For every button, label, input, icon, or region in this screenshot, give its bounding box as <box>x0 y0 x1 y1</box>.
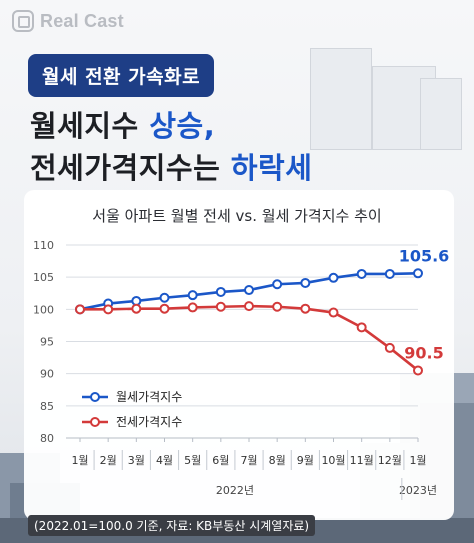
headline: 월세지수 상승, 전세가격지수는 하락세 <box>30 105 312 189</box>
headline-line1-accent: 상승, <box>149 109 216 143</box>
x-tick-label: 8월 <box>269 454 286 467</box>
x-tick-label: 3월 <box>128 454 145 467</box>
legend-marker <box>90 392 100 402</box>
x-tick-label: 5월 <box>184 454 201 467</box>
data-point <box>215 286 226 297</box>
data-point <box>328 272 339 283</box>
data-point <box>272 301 283 312</box>
y-tick-label: 110 <box>33 239 54 252</box>
data-point <box>272 279 283 290</box>
y-tick-label: 95 <box>40 336 54 349</box>
data-point <box>75 304 85 315</box>
chart-title: 서울 아파트 월별 전세 vs. 월세 가격지수 추이 <box>92 207 382 225</box>
data-point <box>215 301 226 312</box>
data-point <box>131 303 142 314</box>
apartment-building-illustration <box>420 78 462 150</box>
x-tick-label: 11월 <box>350 454 374 467</box>
data-point <box>300 277 311 288</box>
data-point <box>159 292 170 303</box>
topic-tag: 월세 전환 가속화로 <box>28 54 215 97</box>
legend-marker <box>90 417 100 427</box>
realcast-logo-icon <box>12 10 34 32</box>
y-tick-label: 90 <box>40 368 54 381</box>
y-tick-label: 105 <box>33 271 54 284</box>
legend-label: 월세가격지수 <box>116 390 182 404</box>
x-tick-label: 10월 <box>321 454 345 467</box>
year-label: 2022년 <box>216 484 254 497</box>
brand-logo: Real Cast <box>12 10 124 32</box>
x-tick-label: 4월 <box>156 454 173 467</box>
data-point <box>159 303 170 314</box>
y-tick-label: 80 <box>40 432 54 445</box>
data-point <box>413 268 423 279</box>
data-point <box>244 301 254 312</box>
series-line-2 <box>80 304 419 372</box>
x-tick-label: 1월 <box>71 454 88 467</box>
apartment-building-illustration <box>310 48 372 150</box>
end-value-label: 90.5 <box>404 343 443 362</box>
x-tick-label: 1월 <box>409 454 426 467</box>
data-point <box>356 322 367 333</box>
end-value-label: 105.6 <box>399 246 450 265</box>
x-tick-label: 2월 <box>100 454 117 467</box>
data-point <box>103 304 114 315</box>
data-point <box>244 285 254 296</box>
y-tick-label: 100 <box>33 303 54 316</box>
headline-line2-accent: 하락세 <box>230 151 313 185</box>
data-point <box>328 307 339 318</box>
legend-label: 전세가격지수 <box>116 415 182 429</box>
data-point <box>300 303 311 314</box>
data-point <box>413 365 423 376</box>
x-tick-label: 9월 <box>297 454 314 467</box>
data-point <box>187 302 198 313</box>
headline-line2-text: 전세가격지수는 <box>30 151 231 185</box>
y-tick-label: 85 <box>40 400 54 413</box>
source-footnote: (2022.01=100.0 기준, 자료: KB부동산 시계열자료) <box>28 515 316 536</box>
headline-line1-text: 월세지수 <box>30 109 150 143</box>
data-point <box>384 342 395 353</box>
x-tick-label: 7월 <box>240 454 257 467</box>
data-point <box>356 268 367 279</box>
data-point <box>187 290 198 301</box>
brand-name: Real Cast <box>40 10 124 31</box>
year-label: 2023년 <box>399 484 437 497</box>
x-tick-label: 6월 <box>212 454 229 467</box>
data-point <box>384 268 395 279</box>
x-tick-label: 12월 <box>378 454 402 467</box>
